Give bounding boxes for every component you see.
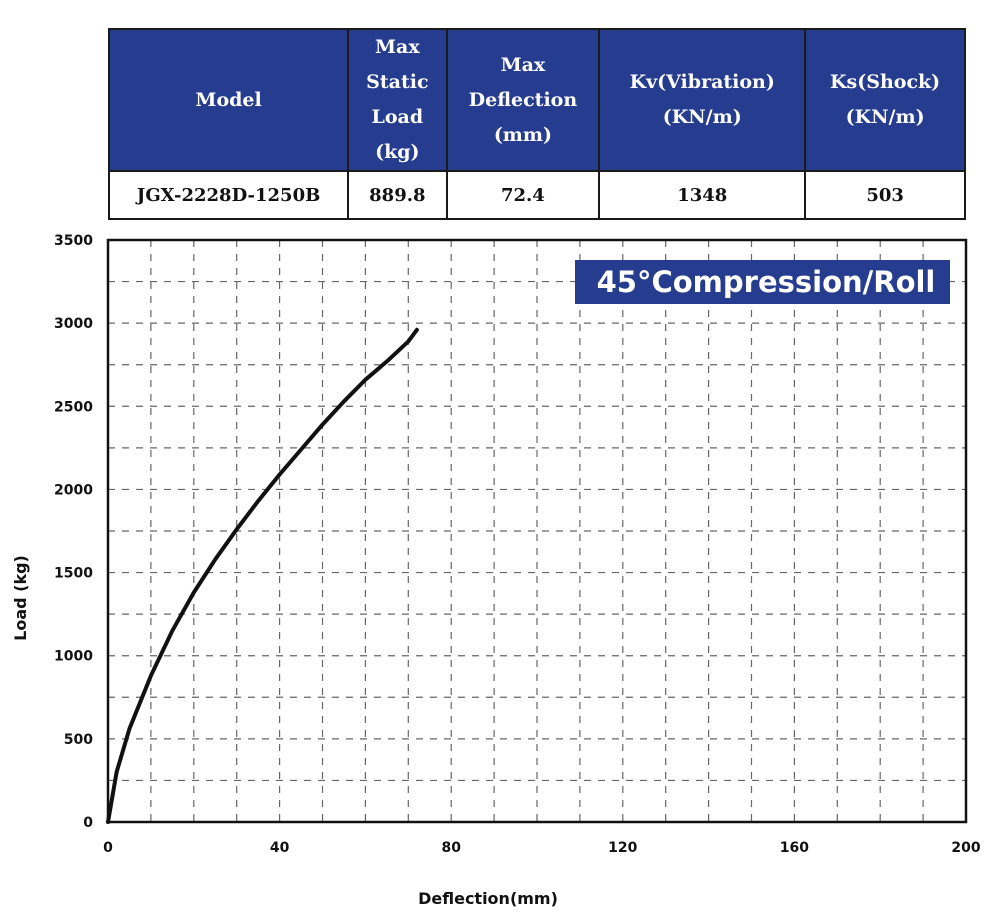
header-max-static-load: Max Static Load (kg) xyxy=(347,28,448,172)
load-deflection-chart: 0 40 80 120 160 20005001000150020002500300035… xyxy=(11,233,981,908)
header-line: Deflection xyxy=(468,88,578,111)
header-line: (KN/m) xyxy=(662,106,742,128)
specs-table: Model Max Static Load (kg) Max Deflectio… xyxy=(107,28,966,220)
cell-model: JGX-2228D-1250B xyxy=(107,170,350,220)
x-tick-label: 160 xyxy=(780,840,809,856)
x-tick-label: 80 xyxy=(441,840,461,856)
chart-title-badge: 45°Compression/Roll xyxy=(575,260,950,304)
header-line: (kg) xyxy=(375,141,420,163)
specs-data-row: JGX-2228D-1250B 889.8 72.4 1348 503 xyxy=(107,170,966,220)
header-line: Max xyxy=(375,36,420,58)
y-tick-label: 3500 xyxy=(54,233,93,249)
y-tick-label: 1500 xyxy=(54,566,93,582)
title-badge-background xyxy=(575,260,950,304)
header-line: Load xyxy=(371,106,424,128)
y-tick-label: 2500 xyxy=(54,399,93,415)
y-axis-title: Load (kg) xyxy=(11,555,30,641)
header-model-label: Model xyxy=(195,88,262,111)
header-model: Model xyxy=(107,28,350,172)
header-line: Static xyxy=(366,71,429,93)
cell-ks: 503 xyxy=(804,170,966,220)
x-tick-label: 200 xyxy=(951,840,980,856)
specs-header-row: Model Max Static Load (kg) Max Deflectio… xyxy=(107,28,966,172)
cell-max-deflection: 72.4 xyxy=(445,170,601,220)
header-line: (KN/m) xyxy=(845,106,925,128)
x-tick-label: 40 xyxy=(270,840,290,856)
axis-ticks: 0 40 80 120 160 20005001000150020002500300035… xyxy=(54,233,981,856)
x-tick-label: 0 xyxy=(103,840,113,856)
cell-max-static-load: 889.8 xyxy=(347,170,448,220)
y-tick-label: 500 xyxy=(64,732,93,748)
plot-frame xyxy=(106,238,968,824)
header-line: Max xyxy=(500,53,546,76)
x-axis-title: Deflection(mm) xyxy=(418,889,558,908)
series-group xyxy=(106,327,419,824)
header-ks: Ks(Shock) (KN/m) xyxy=(804,28,966,172)
y-tick-label: 3000 xyxy=(54,316,93,332)
chart-title: 45°Compression/Roll xyxy=(597,265,936,299)
y-tick-label: 1000 xyxy=(54,649,93,665)
header-max-deflection: Max Deflection (mm) xyxy=(445,28,601,172)
header-line: Kv(Vibration) xyxy=(629,71,775,93)
header-line: Ks(Shock) xyxy=(830,71,941,93)
y-tick-label: 2000 xyxy=(54,482,93,498)
y-tick-label: 0 xyxy=(83,815,93,831)
header-line: (mm) xyxy=(493,123,552,146)
x-tick-label: 120 xyxy=(608,840,637,856)
cell-kv: 1348 xyxy=(598,170,807,220)
header-kv: Kv(Vibration) (KN/m) xyxy=(598,28,807,172)
series-line xyxy=(106,327,419,824)
